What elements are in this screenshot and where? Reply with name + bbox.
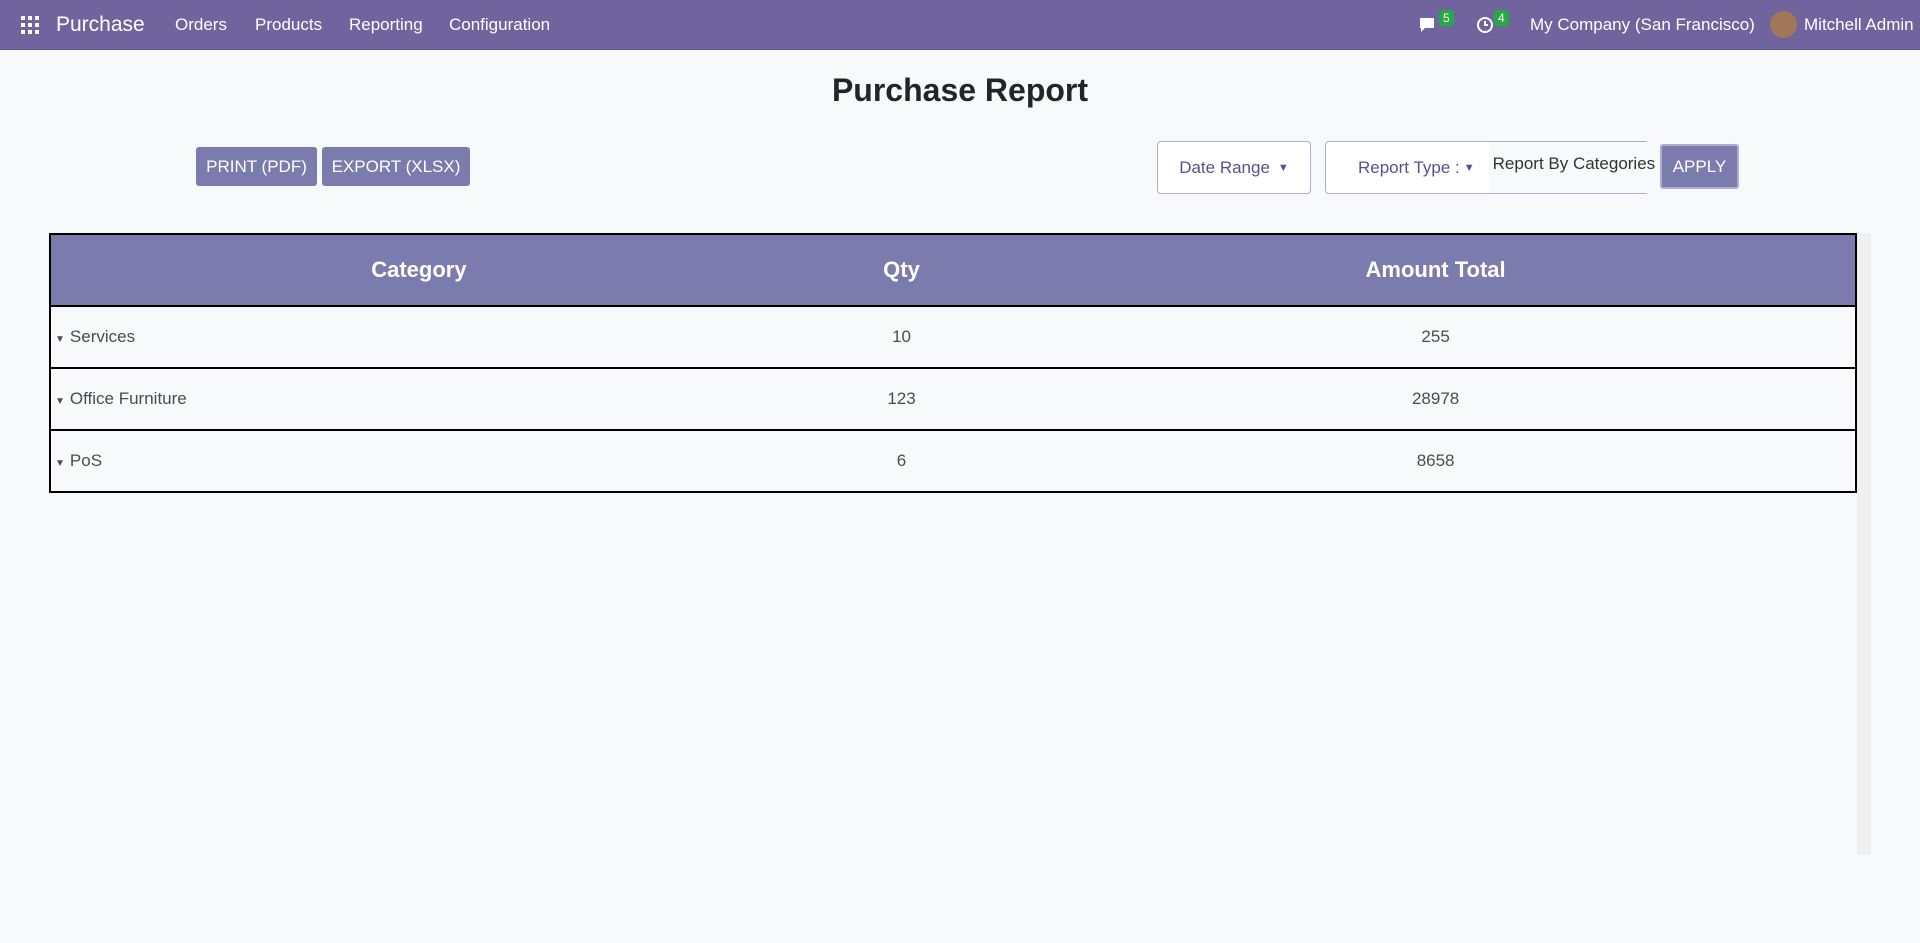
table-cell: ▼ Office Furniture — [50, 367, 787, 430]
caret: ▼ — [1463, 161, 1475, 174]
menu-item[interactable]: Reporting — [349, 15, 423, 34]
user-name[interactable]: Mitchell Admin — [1804, 15, 1914, 34]
date-range-dropdown[interactable]: Date Range ▼ — [1157, 141, 1311, 194]
activities-badge: 4 — [1494, 10, 1509, 26]
menu-item[interactable]: Products — [255, 15, 323, 34]
export-button[interactable]: EXPORT (XLSX) — [322, 147, 470, 186]
header-row: Category Qty Amount Total — [50, 234, 1856, 306]
category-name: Services — [69, 327, 136, 346]
print-button[interactable]: PRINT (PDF) — [196, 147, 317, 186]
apps-icon[interactable] — [21, 16, 39, 34]
avatar[interactable] — [1770, 11, 1797, 38]
table-row: ▼ Services 10 255 — [50, 305, 1856, 368]
date-range-label: Date Range — [1179, 157, 1270, 177]
menu-item[interactable]: Configuration — [449, 15, 551, 34]
expand-caret: ▼ — [55, 334, 65, 345]
app-name[interactable]: Purchase — [56, 13, 145, 36]
category-name: PoS — [69, 451, 103, 470]
messages-icon[interactable] — [1418, 16, 1438, 34]
scrollbar[interactable] — [1857, 233, 1871, 855]
caret: ▼ — [1277, 161, 1289, 174]
company[interactable]: My Company (San Francisco) — [1530, 15, 1755, 34]
report-type-value: Report By Categories — [1488, 142, 1660, 193]
report-type-label: Report Type : — [1358, 157, 1460, 177]
expand-caret: ▼ — [55, 396, 65, 407]
table-row: ▼ Office Furniture 123 28978 — [50, 367, 1856, 430]
messages-badge: 5 — [1439, 10, 1454, 26]
table-cell: 6 — [786, 429, 1017, 492]
table-cell: ▼ Services — [50, 305, 787, 368]
navbar: Purchase Orders Products Reporting Confi… — [0, 0, 1920, 50]
table-cell: 10 — [786, 305, 1017, 368]
table-body: ▼ Services 10 255 ▼ Office Furniture 123 28978 ▼… — [50, 305, 1856, 492]
table-cell: 255 — [1016, 305, 1856, 368]
table-cell: 28978 — [1016, 367, 1856, 430]
expand-caret: ▼ — [55, 458, 65, 469]
column-header: Category — [50, 234, 787, 306]
table-cell: 8658 — [1016, 429, 1856, 492]
column-header: Amount Total — [1016, 234, 1856, 306]
table-cell: ▼ PoS — [50, 429, 787, 492]
menu-item[interactable]: Orders — [175, 15, 227, 34]
report-title: Purchase Report — [831, 72, 1089, 108]
table-cell: 123 — [786, 367, 1017, 430]
apply-button[interactable]: APPLY — [1660, 144, 1739, 189]
table-row: ▼ PoS 6 8658 — [50, 429, 1856, 492]
category-name: Office Furniture — [69, 389, 187, 408]
report-type-dropdown[interactable]: Report Type : ▼ Report By Categories — [1325, 141, 1660, 194]
activities-icon[interactable] — [1476, 16, 1494, 34]
column-header: Qty — [786, 234, 1017, 306]
report-table: Category Qty Amount Total ▼ Services 10 255… — [49, 233, 1857, 493]
